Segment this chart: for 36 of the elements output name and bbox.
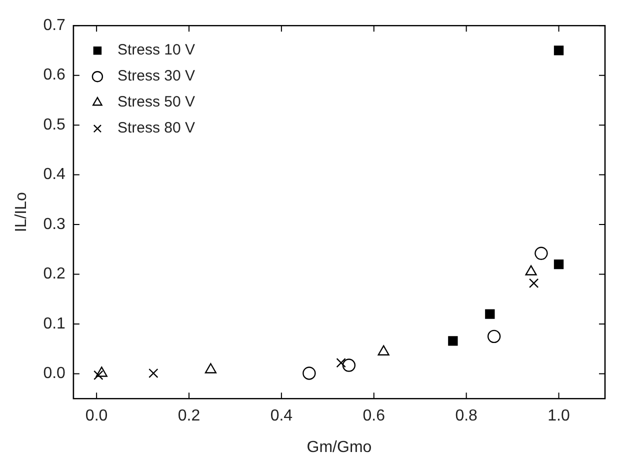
point — [485, 309, 495, 319]
y-tick-label: 0.5 — [43, 116, 66, 134]
x-tick-label: 0.8 — [455, 408, 478, 425]
x-tick-label: 0.4 — [270, 408, 293, 425]
y-tick-label: 0.4 — [43, 166, 66, 184]
point — [204, 363, 217, 374]
point — [448, 336, 458, 346]
point — [378, 345, 390, 356]
legend-label: Stress 10 V — [117, 42, 195, 59]
legend-label: Stress 50 V — [117, 94, 195, 111]
point — [534, 246, 548, 260]
y-tick-label: 0.0 — [43, 365, 66, 382]
point — [554, 259, 564, 270]
y-tick-label: 0.6 — [43, 66, 66, 84]
point — [336, 358, 346, 368]
x-axis-title: Gm/Gmo — [306, 438, 372, 456]
legend-label: Stress 30 V — [117, 68, 195, 85]
point — [342, 358, 356, 372]
x-tick-label: 1.0 — [548, 408, 570, 425]
point — [96, 366, 108, 377]
point — [528, 278, 539, 288]
legend-label: Stress 80 V — [117, 120, 195, 137]
point — [302, 366, 316, 380]
point — [148, 368, 158, 378]
x-tick-label: 0.2 — [178, 408, 200, 425]
point — [94, 370, 104, 380]
point — [554, 46, 564, 56]
y-tick-label: 0.3 — [43, 216, 66, 233]
point — [487, 330, 501, 344]
x-tick-label: 0.0 — [85, 408, 108, 425]
x-tick-label: 0.6 — [362, 408, 386, 425]
y-tick-label: 0.1 — [43, 315, 66, 332]
y-tick-label: 0.2 — [43, 266, 66, 283]
y-tick-label: 0.7 — [43, 17, 66, 34]
y-axis-title: IL/ILo — [13, 192, 30, 232]
point — [525, 265, 537, 276]
